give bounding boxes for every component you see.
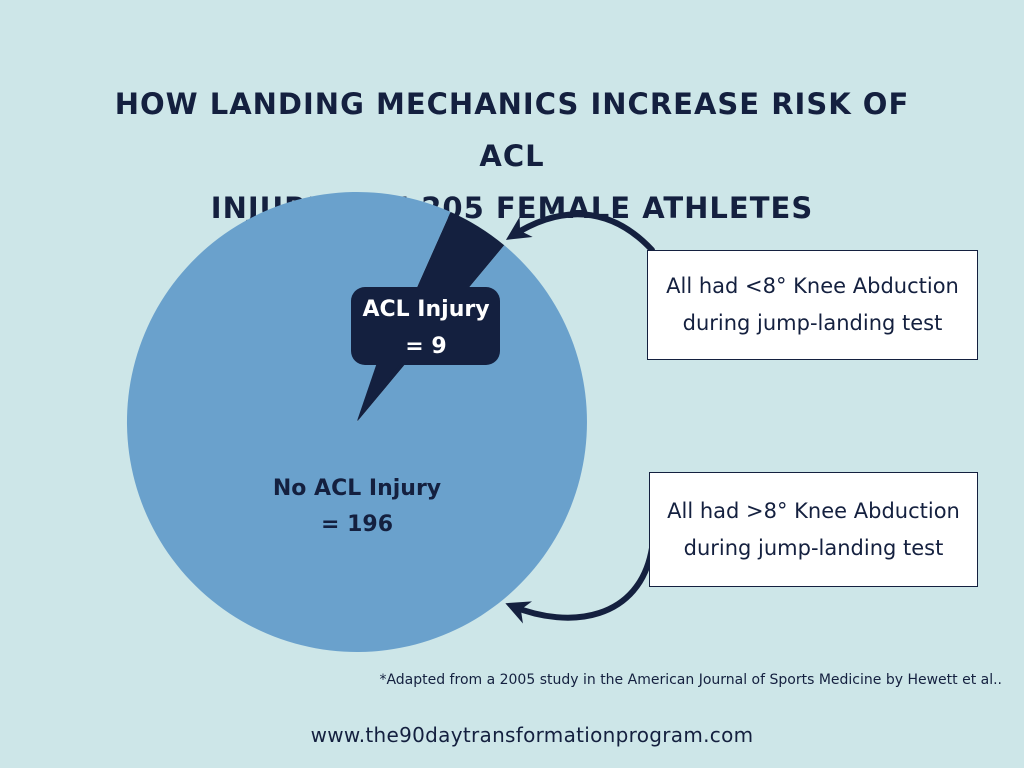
pie-slice-no-acl-injury [126,191,587,652]
acl-injury-label: ACL Injury [362,297,489,322]
arrow-to-acl-slice [505,211,655,253]
acl-injury-annotation-line-2: during jump-landing test [682,311,943,335]
acl-injury-annotation-box: All had <8° Knee Abduction during jump-l… [647,250,978,360]
acl-injury-value-label: = 9 [405,334,446,359]
acl-injury-annotation-line-1: All had <8° Knee Abduction [666,274,959,298]
acl-label-bubble [351,287,500,365]
no-acl-injury-annotation-line-1: All had >8° Knee Abduction [667,498,960,523]
arrow-to-no-acl-slice [505,545,655,624]
chart-title-line-1: HOW LANDING MECHANICS INCREASE RISK OF A… [114,87,910,173]
no-acl-injury-annotation-line-2: during jump-landing test [683,535,944,560]
no-acl-injury-label: No ACL Injury [273,476,441,501]
website-url: www.the90daytransformationprogram.com [310,723,754,747]
source-footnote: *Adapted from a 2005 study in the Americ… [379,672,1002,688]
no-acl-injury-annotation-box: All had >8° Knee Abduction during jump-l… [649,472,978,587]
no-acl-injury-value-label: = 196 [321,512,393,537]
